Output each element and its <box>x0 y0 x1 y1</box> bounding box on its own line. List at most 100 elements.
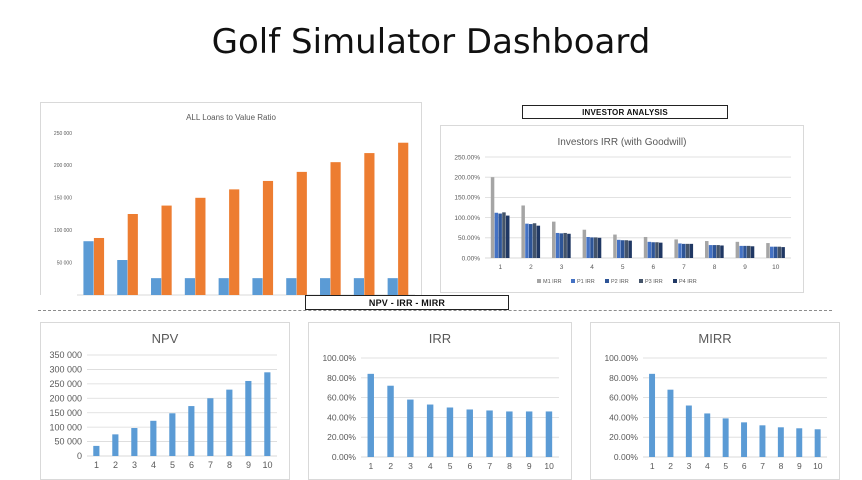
y-tick-label: 100 000 <box>54 228 72 234</box>
bar <box>151 278 162 295</box>
bar <box>620 240 625 258</box>
bar <box>330 162 341 295</box>
x-tick-label: 5 <box>723 461 728 471</box>
bar <box>624 240 629 258</box>
x-tick-label: 4 <box>151 460 156 470</box>
bar <box>93 237 105 295</box>
x-tick-label: 9 <box>797 461 802 471</box>
chart-title: ALL Loans to Value Ratio <box>186 113 276 122</box>
bar <box>521 205 525 258</box>
y-tick-label: 150 000 <box>54 196 72 202</box>
bar <box>651 242 655 258</box>
bar <box>93 445 100 456</box>
bar <box>582 229 587 258</box>
bar <box>446 407 454 457</box>
x-tick-label: 10 <box>544 461 554 471</box>
bar <box>494 212 499 258</box>
x-tick-label: 1 <box>94 460 99 470</box>
bar <box>262 180 274 295</box>
y-tick-label: 0.00% <box>614 452 639 462</box>
x-tick-label: 7 <box>208 460 213 470</box>
bar <box>720 245 724 258</box>
bar <box>387 278 398 295</box>
bar <box>559 233 564 258</box>
bar <box>704 413 711 457</box>
bar <box>617 239 621 258</box>
bar <box>759 425 766 457</box>
bar <box>674 239 678 258</box>
y-tick-label: 40.00% <box>609 412 638 422</box>
bar <box>655 242 659 258</box>
bar <box>567 233 571 258</box>
bar <box>296 171 307 295</box>
y-tick-label: 60.00% <box>609 393 638 403</box>
bar <box>83 241 94 295</box>
bar <box>490 177 495 258</box>
mirr-chart-panel: MIRR 0.00% 20.00% 40.00% 60.00% 80.00% 100.00%… <box>590 322 840 480</box>
x-tick-label: 9 <box>743 264 747 271</box>
bar <box>628 240 632 258</box>
npv-irr-mirr-label: NPV - IRR - MIRR <box>305 295 509 310</box>
x-tick-label: 6 <box>189 460 194 470</box>
x-tick-label: 5 <box>170 460 175 470</box>
x-tick-label: 5 <box>448 461 453 471</box>
x-tick-label: 2 <box>113 460 118 470</box>
bar <box>398 142 409 295</box>
bar <box>407 399 414 457</box>
page-title: Golf Simulator Dashboard <box>211 22 651 62</box>
x-tick-label: 3 <box>408 461 413 471</box>
bar <box>722 418 729 457</box>
bar <box>529 224 533 258</box>
bar <box>643 236 648 258</box>
bar <box>505 215 510 258</box>
x-tick-label: 4 <box>428 461 433 471</box>
bar <box>367 373 374 457</box>
npv-chart: NPV 0 50 000 100 000 150 000 200 000 250 000 30… <box>49 331 277 470</box>
bar <box>563 232 567 258</box>
bar <box>161 205 172 295</box>
bar <box>169 413 176 456</box>
legend-label: P3 IRR <box>645 279 663 285</box>
x-tick-label: 1 <box>498 264 502 271</box>
y-tick-label: 0.00% <box>332 452 357 462</box>
bar <box>226 389 233 456</box>
bar <box>777 427 784 457</box>
bar <box>796 428 803 457</box>
legend-label: P4 IRR <box>679 279 697 285</box>
bar <box>678 243 682 258</box>
y-tick-label: 150 000 <box>49 408 82 418</box>
irr-chart: IRR 0.00% 20.00% 40.00% 60.00% 80.00% 100.00% 1… <box>322 331 559 471</box>
bar <box>387 385 394 457</box>
mirr-chart: MIRR 0.00% 20.00% 40.00% 60.00% 80.00% 100.00%… <box>604 331 827 471</box>
x-tick-label: 2 <box>668 461 673 471</box>
bar <box>320 278 331 295</box>
y-tick-label: 20.00% <box>609 432 638 442</box>
chart-title: Investors IRR (with Goodwill) <box>558 137 687 148</box>
bar <box>426 404 434 457</box>
y-tick-label: 0.00% <box>462 255 481 262</box>
bar <box>712 245 717 258</box>
bar <box>750 246 755 258</box>
bar <box>364 153 375 295</box>
y-tick-label: 100 000 <box>49 422 82 432</box>
bar <box>593 237 598 258</box>
bar <box>498 213 502 258</box>
bar <box>777 246 782 258</box>
bar <box>682 243 686 258</box>
bar <box>218 278 229 295</box>
y-tick-label: 80.00% <box>609 373 638 383</box>
bar <box>555 232 560 258</box>
x-tick-label: 2 <box>529 264 533 271</box>
x-tick-label: 7 <box>760 461 765 471</box>
legend-swatch <box>673 279 677 283</box>
y-tick-label: 20.00% <box>327 432 356 442</box>
x-tick-label: 10 <box>772 264 780 271</box>
x-tick-label: 6 <box>742 461 747 471</box>
bar <box>586 236 590 258</box>
bar <box>545 411 553 457</box>
bar <box>525 223 529 258</box>
x-tick-label: 1 <box>650 461 655 471</box>
chart-title: MIRR <box>698 331 731 346</box>
legend-label: M1 IRR <box>543 279 562 285</box>
irr-chart-panel: IRR 0.00% 20.00% 40.00% 60.00% 80.00% 100.00% 1… <box>308 322 572 480</box>
